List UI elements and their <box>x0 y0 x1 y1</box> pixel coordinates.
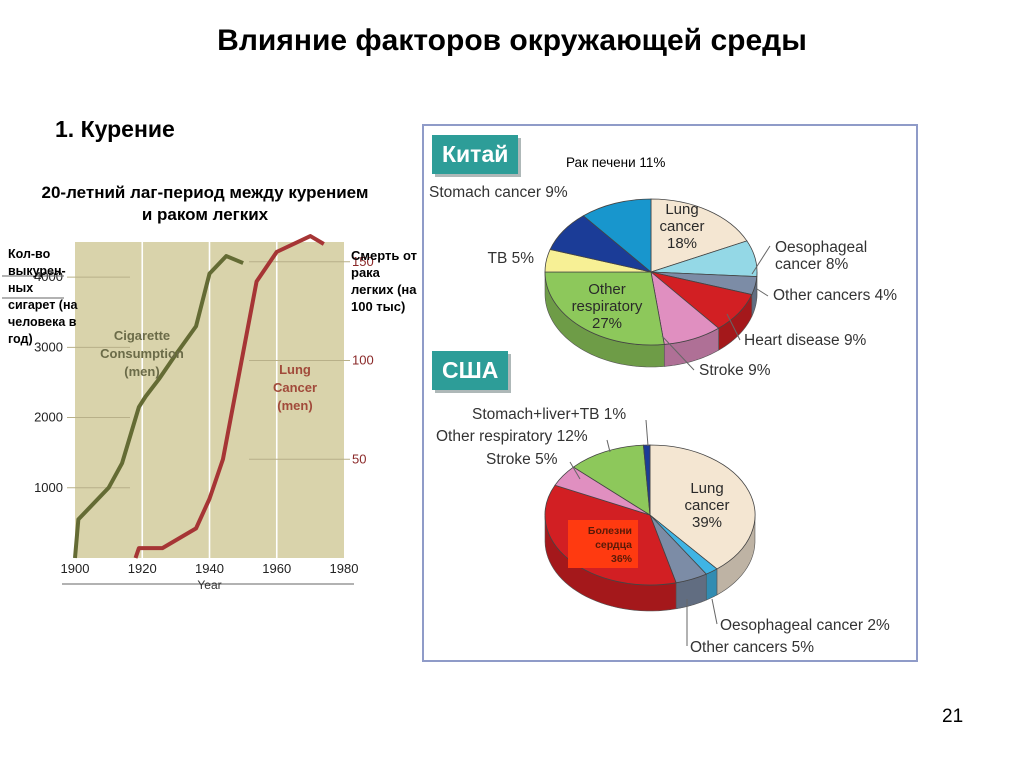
x-tick-label: 1940 <box>195 561 224 576</box>
series-label-lung-cancer: Lung Cancer (men) <box>273 362 317 413</box>
liver-cancer-annotation: Рак печени 11% <box>566 155 666 170</box>
pie-panel <box>422 124 918 662</box>
pie-slice-other-respiratory <box>544 271 665 346</box>
x-tick-label: 1980 <box>330 561 359 576</box>
label-leader <box>645 419 649 447</box>
slice-label: Lung cancer 39% <box>684 480 729 531</box>
series-label-cigarette: Cigarette Consumption (men) <box>100 328 184 379</box>
slice-label: Other respiratory 12% <box>436 428 588 445</box>
label-leader <box>711 598 718 625</box>
pie-slice-lung-cancer <box>650 198 748 273</box>
slice-label: Stroke 9% <box>699 362 771 379</box>
line-chart: 1000 2000 3000 4000 50 100 150 1900 1920 1940 1960… <box>2 234 374 592</box>
y-tick-label: 3000 <box>34 339 63 354</box>
x-tick-label: 1920 <box>128 561 157 576</box>
slice-label: Lung cancer 18% <box>659 201 704 252</box>
heart-disease-label: Болезни сердца 36% <box>568 520 638 568</box>
label-leader <box>756 288 769 297</box>
slice-label: Other cancers 5% <box>690 639 814 656</box>
slice-label: Other cancers 4% <box>773 287 897 304</box>
y2-tick-label: 100 <box>352 353 374 368</box>
left-axis-caption: Кол-во выкурен-ных сигарет (на человека … <box>8 247 78 346</box>
slice-label: Other respiratory 27% <box>572 281 643 332</box>
label-leader <box>751 245 771 275</box>
x-tick-label: 1960 <box>262 561 291 576</box>
pie-slice-stomach-liver-tb <box>642 444 651 516</box>
label-leader <box>726 313 741 341</box>
page-number: 21 <box>942 706 964 727</box>
label-leader <box>661 335 695 371</box>
y-tick-label: 1000 <box>34 480 63 495</box>
slice-label: Stroke 5% <box>486 451 558 468</box>
x-tick-label: 1900 <box>61 561 90 576</box>
slice-label: TB 5% <box>487 250 534 267</box>
slice-label: Stomach cancer 9% <box>429 184 568 201</box>
slice-label: Heart disease 9% <box>744 332 867 349</box>
pie-slice-lung-cancer <box>649 444 756 570</box>
slice-label: Oesophageal cancer 2% <box>720 617 890 634</box>
tab-china: Китай <box>432 135 519 174</box>
pie-slice-other-respiratory <box>572 444 651 516</box>
x-axis-label: Year <box>197 578 221 592</box>
lung-cancer-line <box>133 234 325 559</box>
slice-label: Stomach+liver+TB 1% <box>472 406 626 423</box>
pie-chart-usa: Lung cancer 39% Oesophageal cancer 2% Other … <box>436 406 890 656</box>
slice-label: Oesophageal cancer 8% <box>775 239 867 273</box>
tab-usa: США <box>432 351 509 390</box>
y-tick-label: 4000 <box>34 269 63 284</box>
pie-slice-liver-cancer <box>582 198 652 273</box>
slide-title: Влияние факторов окружающей среды <box>217 24 807 57</box>
section-title: 1. Курение <box>55 116 175 142</box>
chart-subtitle: 20-летний лаг-период между курением и ра… <box>41 183 369 224</box>
right-axis-caption: Смерть от рака легких (на 100 тыс) <box>351 248 417 314</box>
label-leader <box>569 461 581 480</box>
cigarette-consumption-line <box>73 254 244 559</box>
pie-chart-china: Lung cancer 18% Oesophageal cancer 8% Other c… <box>429 184 897 379</box>
y-tick-label: 2000 <box>34 410 63 425</box>
label-leader <box>606 439 611 453</box>
y2-tick-label: 150 <box>352 254 374 269</box>
y2-tick-label: 50 <box>352 451 366 466</box>
